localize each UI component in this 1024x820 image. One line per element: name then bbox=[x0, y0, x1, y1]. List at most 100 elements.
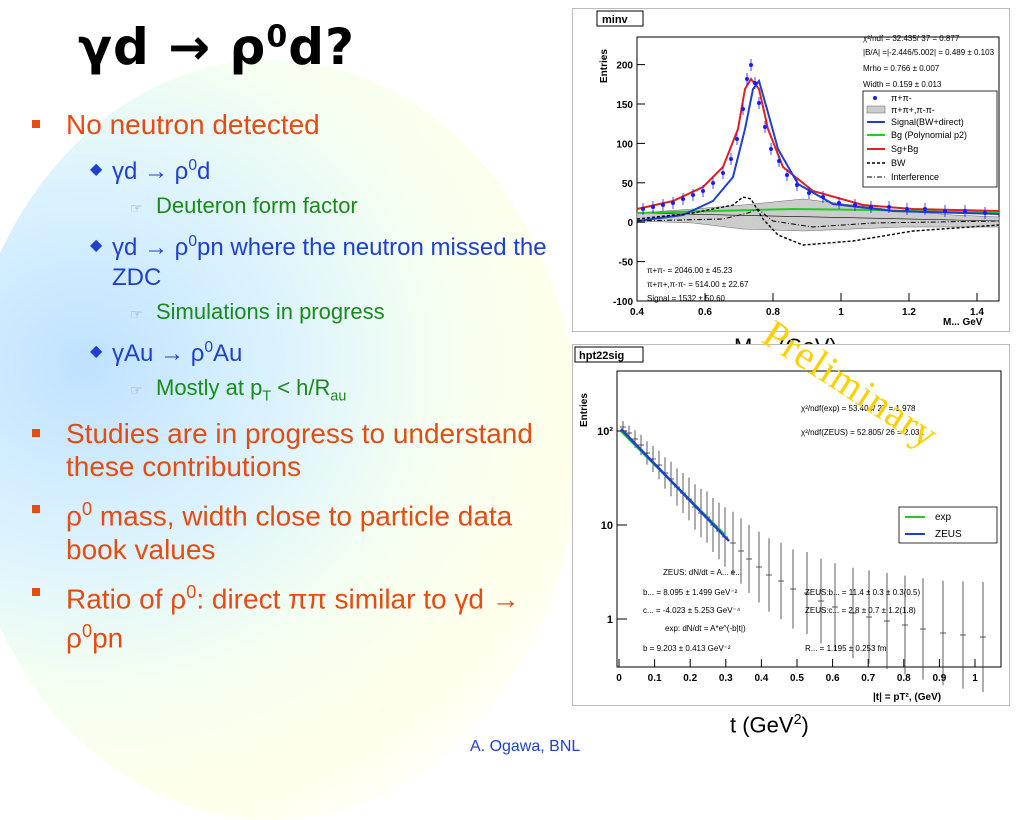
plot1-signal-curve bbox=[636, 78, 1000, 222]
plot1-ytick-label: 50 bbox=[622, 179, 634, 190]
plot1-data-point bbox=[923, 207, 927, 211]
legend-bw: BW bbox=[891, 158, 906, 168]
plot2-caption: t (GeV2) bbox=[730, 712, 809, 738]
plot2-zeus-b: ZEUS:b... = 11.4 ± 0.3 ± 0.3(0.5) bbox=[805, 588, 920, 597]
plot1-data-point bbox=[963, 209, 967, 213]
t-distribution-svg: hpt22sig Entries 10² 10 1 0 0.1 0.2 0.3 0.4 0.5… bbox=[574, 346, 1002, 703]
bullet-ratio: Ratio of ρ0: direct ππ similar to γd → ρ… bbox=[30, 576, 570, 655]
subbullet-gd-rho-pn: ◆ γd → ρ0pn where the neutron missed the … bbox=[90, 233, 547, 291]
plot1-data-point bbox=[807, 191, 811, 195]
plot2-xtick-label: 0.8 bbox=[897, 673, 911, 684]
slide-title: γd → ρ0d? bbox=[78, 18, 356, 76]
plot1-data-point bbox=[853, 203, 857, 207]
plot1-data-point bbox=[983, 211, 987, 215]
plot2-param-c: c... = -4.023 ± 5.253 GeV⁻⁴ bbox=[643, 606, 741, 615]
plot2-zeus-c: ZEUS:c... = 2.8 ± 0.7 ± 1.2(1.8) bbox=[805, 606, 916, 615]
plot1-data-point bbox=[701, 189, 705, 193]
subsub-deuteron-form-factor: ☞ Deuteron form factor bbox=[30, 193, 570, 219]
plot1-xtick-label: 0.4 bbox=[630, 307, 644, 318]
plot1-xtick-label: 1 bbox=[838, 307, 844, 318]
invariant-mass-plot: minv Entries -100 -50 0 50 100 150 200 0.4 0.6 0… bbox=[572, 8, 1010, 332]
plot1-data-point bbox=[729, 157, 733, 161]
plot2-param-bexp: b = 9.203 ± 0.413 GeV⁻² bbox=[643, 644, 731, 653]
plot1-data-point bbox=[721, 171, 725, 175]
plot2-xtick-label: 0.2 bbox=[683, 673, 697, 684]
plot1-legend-box bbox=[862, 90, 998, 188]
legend-sgbg: Sg+Bg bbox=[891, 144, 918, 154]
plot2-zeus-fit bbox=[620, 428, 730, 542]
plot2-xtick-label: 1 bbox=[972, 673, 978, 684]
subbullet-gau-rho-au: ◆ γAu → ρ0Au bbox=[90, 339, 243, 367]
plot1-frame bbox=[636, 36, 1000, 302]
plot1-data-point bbox=[681, 197, 685, 201]
plot2-param-zeus: ZEUS: dN/dt = A... e... bbox=[663, 568, 742, 577]
plot1-ytick-label: -100 bbox=[613, 297, 633, 308]
square-bullet-icon bbox=[32, 120, 40, 128]
plot1-data-point bbox=[711, 181, 715, 185]
plot1-data-point bbox=[741, 107, 745, 111]
diamond-bullet-icon: ◆ bbox=[90, 237, 103, 254]
square-bullet-icon bbox=[32, 505, 40, 514]
plot2-xtick-label: 0.6 bbox=[826, 673, 840, 684]
legend-interference: Interference bbox=[891, 172, 939, 182]
plot2-ytick-label: 10 bbox=[601, 520, 613, 532]
plot1-data-point bbox=[943, 209, 947, 213]
plot1-ytick-label: 0 bbox=[627, 218, 633, 229]
plot1-ytick-label: -50 bbox=[619, 258, 634, 269]
plot2-xtick-label: 0.3 bbox=[719, 673, 733, 684]
pointing-hand-icon: ☞ bbox=[130, 306, 143, 322]
plot1-interference-curve bbox=[636, 208, 1000, 228]
plot2-rnucl: R... = 1.195 ± 0.253 fm bbox=[805, 644, 887, 653]
plot2-chi2-exp: χ²/ndf(exp) = 53.404/ 27 = 1.978 bbox=[801, 404, 916, 413]
plot2-ylabel: Entries bbox=[579, 393, 590, 427]
legend-hist-swatch bbox=[866, 105, 886, 114]
plot2-ytick-label: 10² bbox=[597, 426, 613, 438]
plot2-xtick-label: 0.9 bbox=[932, 673, 946, 684]
plot1-data-point bbox=[887, 205, 891, 209]
plot1-wrongsign-hist bbox=[636, 198, 1000, 232]
plot2-name-box bbox=[574, 346, 644, 363]
legend-bg: Bg (Polynomial p2) bbox=[891, 130, 967, 140]
plot1-data-point bbox=[661, 203, 665, 207]
plot2-name: hpt22sig bbox=[579, 350, 624, 362]
plot1-ytick-label: 100 bbox=[616, 139, 633, 150]
legend-exp: exp bbox=[935, 512, 952, 523]
plot2-legend-box bbox=[898, 506, 998, 544]
legend-signal: Signal(BW+direct) bbox=[891, 117, 964, 127]
legend-wrongsign: π+π+,π-π- bbox=[891, 105, 935, 115]
plot2-frame bbox=[616, 370, 1002, 668]
diamond-bullet-icon: ◆ bbox=[90, 161, 103, 178]
square-bullet-icon bbox=[32, 429, 40, 438]
plot1-fit-mrho: Mrho = 0.766 ± 0.007 bbox=[863, 64, 940, 73]
plot2-xtick-label: 0.7 bbox=[861, 673, 875, 684]
plot2-chi2-zeus: χ²/ndf(ZEUS) = 52.805/ 26 = 2.031 bbox=[801, 428, 924, 437]
plot1-ylabel: Entries bbox=[599, 49, 610, 83]
plot1-data-point bbox=[749, 63, 753, 67]
plot1-xtick-label: 0.6 bbox=[698, 307, 712, 318]
plot1-count-signal: Signal = 1532 ± 50.60 bbox=[647, 294, 726, 303]
plot1-count-pipi: π+π- = 2046.00 ± 45.23 bbox=[647, 266, 733, 275]
plot1-data-point bbox=[651, 205, 655, 209]
bullet-list: No neutron detected ◆ γd → ρ0d ☞ Deuteron … bbox=[30, 108, 570, 664]
plot1-fit-width: Width = 0.159 ± 0.013 bbox=[863, 80, 942, 89]
bullet-rho-mass-width: ρ0 mass, width close to particle data bo… bbox=[30, 493, 570, 565]
plot1-xlabel: M... GeV bbox=[943, 317, 983, 328]
footer-author: A. Ogawa, BNL bbox=[470, 738, 581, 755]
legend-data-marker bbox=[873, 96, 877, 100]
plot1-data-point bbox=[905, 207, 909, 211]
plot1-data-point bbox=[641, 207, 645, 211]
plot2-xtick-label: 0.1 bbox=[648, 673, 662, 684]
plot1-data-point bbox=[735, 137, 739, 141]
plot1-data-point bbox=[785, 173, 789, 177]
subsub-simulations: ☞ Simulations in progress bbox=[30, 299, 570, 325]
plot1-data-point bbox=[763, 125, 767, 129]
subsub-mostly-at-pt: ☞ Mostly at pT < h/Rau bbox=[130, 375, 347, 405]
plot2-ytick-label: 1 bbox=[607, 614, 613, 626]
plot2-xtick-label: 0.5 bbox=[790, 673, 804, 684]
plot1-xtick-label: 1.4 bbox=[970, 307, 984, 318]
plot1-data-point bbox=[757, 101, 761, 105]
plot1-data-point bbox=[837, 201, 841, 205]
diamond-bullet-icon: ◆ bbox=[90, 343, 103, 360]
plot1-fit-ba: |B/A| =|-2.446/5.002| = 0.489 ± 0.103 bbox=[863, 48, 995, 57]
bullet-no-neutron: No neutron detected bbox=[30, 108, 570, 141]
